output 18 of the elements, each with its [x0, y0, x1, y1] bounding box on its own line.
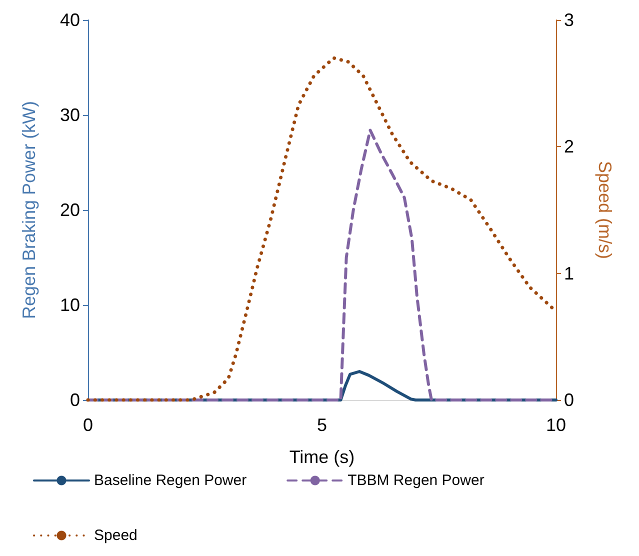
y-tick-label: 0 [70, 390, 80, 410]
y2-axis-title: Speed (m/s) [595, 160, 615, 260]
x-tick-label: 10 [546, 415, 566, 435]
x-axis-title: Time (s) [289, 447, 355, 467]
legend-label: TBBM Regen Power [348, 472, 484, 489]
y-tick-label: 40 [60, 10, 80, 30]
y2-tick-label: 0 [564, 390, 574, 410]
legend-label: Speed [94, 527, 138, 544]
y2-tick-label: 2 [564, 136, 574, 157]
y2-tick-label: 1 [564, 263, 574, 284]
x-tick-label: 5 [316, 415, 328, 435]
y-tick-label: 30 [60, 105, 80, 125]
y2-tick-label: 3 [564, 10, 574, 30]
legend-label: Baseline Regen Power [94, 472, 247, 489]
x-tick-label: 0 [82, 415, 94, 435]
y-axis-title: Regen Braking Power (kW) [19, 100, 39, 320]
y-tick-label: 20 [60, 200, 80, 220]
y-tick-label: 10 [60, 295, 80, 315]
